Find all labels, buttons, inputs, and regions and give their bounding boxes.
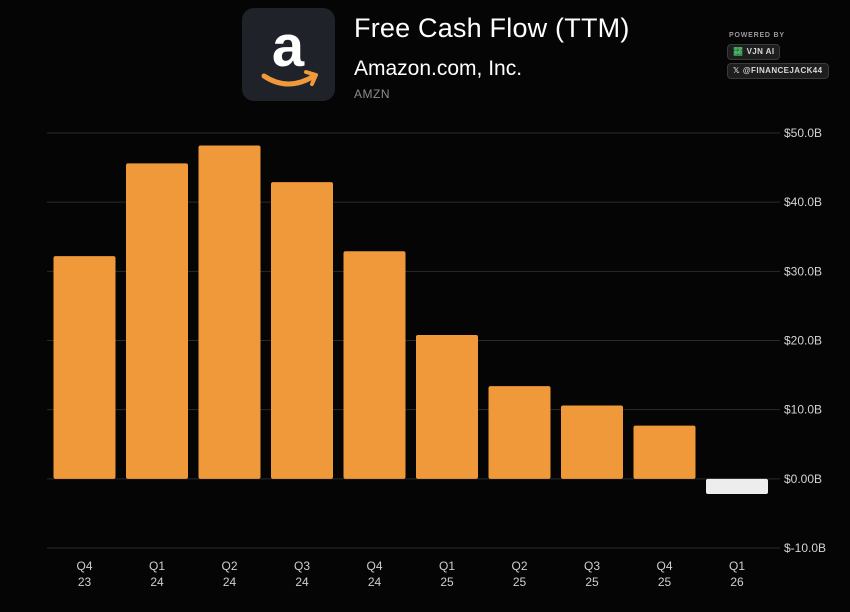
x-tick-label-year: 26 bbox=[730, 575, 744, 589]
logo-letter: a bbox=[272, 14, 305, 79]
handle-badge: 𝕏 @FINANCEJACK44 bbox=[727, 63, 829, 79]
bar bbox=[706, 478, 768, 495]
x-tick-label-quarter: Q3 bbox=[584, 559, 600, 573]
y-tick-label: $40.0B bbox=[784, 195, 822, 209]
chart-title: Free Cash Flow (TTM) bbox=[354, 13, 630, 43]
bar bbox=[633, 425, 696, 479]
x-tick-label-quarter: Q1 bbox=[149, 559, 165, 573]
brand-badge: 📈︎ VJN AI bbox=[727, 44, 781, 60]
company-name: Amazon.com, Inc. bbox=[354, 57, 523, 80]
y-tick-label: $50.0B bbox=[784, 126, 822, 140]
x-tick-label-year: 24 bbox=[368, 575, 382, 589]
x-tick-label-year: 25 bbox=[440, 575, 454, 589]
bars bbox=[53, 145, 768, 495]
bar bbox=[53, 256, 116, 479]
x-logo-icon: 𝕏 bbox=[733, 66, 740, 75]
brand-badge-label: VJN AI bbox=[746, 47, 775, 56]
smile-arrow-head bbox=[304, 70, 318, 86]
amazon-logo-icon: a bbox=[261, 14, 318, 87]
x-tick-label-year: 24 bbox=[295, 575, 309, 589]
amazon-logo: a bbox=[242, 8, 335, 101]
x-tick-label-quarter: Q4 bbox=[76, 559, 92, 573]
y-axis-ticks: $50.0B $40.0B $30.0B $20.0B $10.0B $0.00B $-10… bbox=[784, 126, 826, 555]
bar bbox=[416, 334, 478, 479]
x-tick-label-quarter: Q2 bbox=[511, 559, 527, 573]
bar bbox=[198, 145, 261, 479]
x-tick-label-year: 24 bbox=[223, 575, 237, 589]
x-tick-label-quarter: Q3 bbox=[294, 559, 310, 573]
y-tick-label: $30.0B bbox=[784, 264, 822, 278]
x-axis-ticks: Q4 23 Q1 24 Q2 24 Q3 24 Q4 24 Q1 25 Q2 25 Q3 25 Q4 25 Q1 26 bbox=[76, 559, 745, 589]
x-tick-label-year: 25 bbox=[513, 575, 527, 589]
x-tick-label-quarter: Q2 bbox=[221, 559, 237, 573]
handle-badge-label: @FINANCEJACK44 bbox=[742, 66, 823, 75]
x-tick-label-quarter: Q4 bbox=[656, 559, 672, 573]
x-tick-label-year: 25 bbox=[658, 575, 672, 589]
x-tick-label-quarter: Q1 bbox=[439, 559, 455, 573]
x-tick-label-year: 25 bbox=[585, 575, 599, 589]
x-tick-label-quarter: Q1 bbox=[729, 559, 745, 573]
bar bbox=[561, 405, 623, 479]
x-tick-label-year: 23 bbox=[78, 575, 92, 589]
bar bbox=[488, 386, 551, 479]
powered-by-label: POWERED BY bbox=[729, 32, 785, 39]
bar bbox=[343, 251, 406, 479]
x-tick-label-quarter: Q4 bbox=[366, 559, 382, 573]
bar bbox=[126, 163, 188, 479]
ticker-symbol: AMZN bbox=[354, 87, 390, 101]
chart-trend-icon: 📈︎ bbox=[733, 47, 744, 56]
smile-arrow bbox=[261, 73, 317, 87]
y-tick-label: $10.0B bbox=[784, 403, 822, 417]
y-tick-label: $20.0B bbox=[784, 334, 822, 348]
bar bbox=[271, 182, 333, 479]
x-tick-label-year: 24 bbox=[150, 575, 164, 589]
y-tick-label: $-10.0B bbox=[784, 541, 826, 555]
y-tick-label: $0.00B bbox=[784, 472, 822, 486]
